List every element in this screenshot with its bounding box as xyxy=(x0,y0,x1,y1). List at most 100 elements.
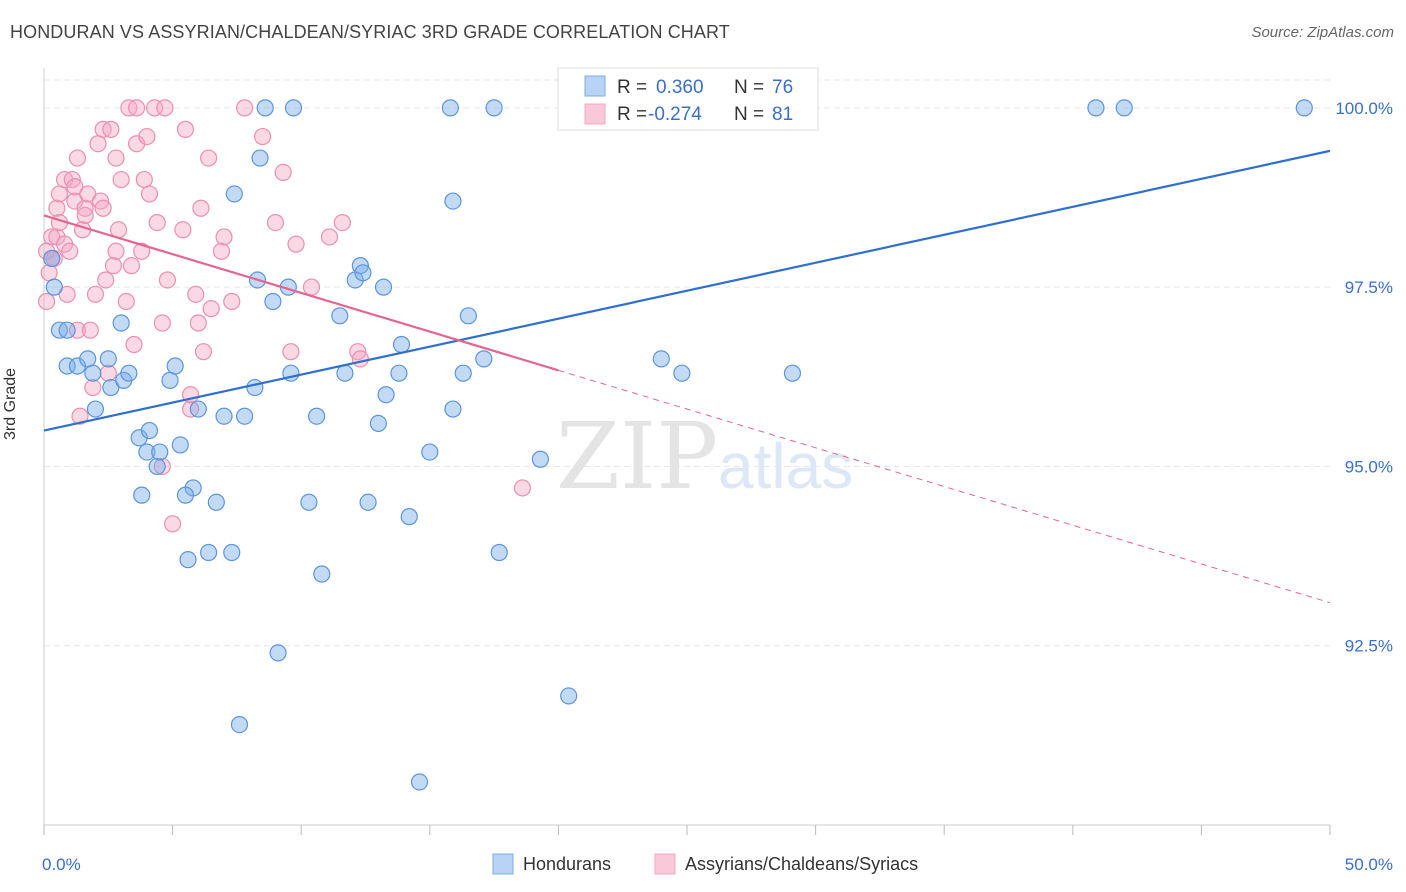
honduran-point xyxy=(58,321,76,339)
honduran-point xyxy=(256,99,274,117)
assyrian-point xyxy=(89,135,107,153)
assyrian-point xyxy=(274,163,292,181)
stats-n-label: N = xyxy=(734,77,764,98)
honduran-point xyxy=(236,407,254,425)
assyrian-point xyxy=(138,127,156,146)
series-assyrian-points xyxy=(37,99,531,533)
assyrian-point xyxy=(61,242,79,260)
honduran-point xyxy=(444,192,462,210)
grid-lines xyxy=(44,79,1330,647)
honduran-point xyxy=(138,443,156,461)
honduran-point xyxy=(225,185,243,203)
assyrian-point xyxy=(107,242,125,260)
y-tick-label: 97.5% xyxy=(1345,278,1393,297)
honduran-point xyxy=(84,364,102,382)
honduran-point xyxy=(444,400,462,418)
stats-swatch-blue xyxy=(584,75,606,97)
honduran-point xyxy=(133,486,151,504)
honduran-point xyxy=(400,508,418,526)
y-tick-label: 95.0% xyxy=(1345,457,1393,476)
honduran-point xyxy=(392,335,411,354)
assyrian-point xyxy=(48,199,66,217)
assyrian-point xyxy=(148,214,166,232)
honduran-point xyxy=(79,350,97,368)
honduran-point xyxy=(374,278,393,296)
honduran-point xyxy=(331,307,349,325)
assyrian-point xyxy=(351,350,369,368)
assyrian-point xyxy=(236,99,254,117)
series-honduran-points xyxy=(43,99,1313,791)
stats-r-label: R = xyxy=(617,104,647,125)
honduran-point xyxy=(377,386,395,404)
assyrian-point xyxy=(174,221,192,239)
honduran-point xyxy=(223,543,241,562)
honduran-point xyxy=(441,99,459,117)
assyrian-point xyxy=(223,292,241,311)
tick-labels: 92.5% 95.0% 97.5% 100.0% 0.0% 50.0% xyxy=(42,99,1393,874)
assyrian-point xyxy=(254,127,272,146)
honduran-point xyxy=(151,443,169,461)
assyrian-point xyxy=(107,149,125,167)
honduran-point xyxy=(207,493,225,511)
assyrian-point xyxy=(84,378,102,397)
assyrian-point xyxy=(66,178,84,196)
assyrian-point xyxy=(266,214,285,232)
y-tick-label: 100.0% xyxy=(1335,99,1393,118)
honduran-point xyxy=(166,357,184,375)
legend-swatch-hondurans xyxy=(492,853,514,875)
axes xyxy=(43,68,1331,835)
assyrian-point xyxy=(194,343,213,361)
assyrian-point xyxy=(215,228,233,246)
honduran-point xyxy=(390,364,408,382)
honduran-point xyxy=(673,364,691,382)
honduran-point xyxy=(354,264,372,282)
assyrian-point xyxy=(135,170,153,189)
assyrian-point xyxy=(282,343,300,361)
assyrian-point xyxy=(202,300,220,318)
assyrian-point xyxy=(99,364,117,382)
assyrian-point xyxy=(58,285,76,303)
stats-r-label: R = xyxy=(617,77,647,98)
assyrian-point xyxy=(153,457,171,476)
assyrian-point xyxy=(104,257,123,275)
assyrian-point xyxy=(164,515,182,533)
stats-n-label: N = xyxy=(734,104,764,125)
stats-legend: R = 0.360 N = 76 R = -0.274 N = 81 xyxy=(557,67,819,131)
stats-r-value: 0.360 xyxy=(656,77,704,98)
assyrian-point xyxy=(176,120,195,138)
honduran-point xyxy=(102,378,120,397)
chart-title: HONDURAN VS ASSYRIAN/CHALDEAN/SYRIAC 3RD… xyxy=(10,22,730,42)
honduran-point xyxy=(454,364,472,382)
honduran-point xyxy=(176,486,195,504)
assyrian-point xyxy=(86,285,105,303)
assyrian-trend-line-dashed xyxy=(558,369,1331,604)
honduran-point xyxy=(45,278,63,296)
assyrian-point xyxy=(76,199,94,217)
honduran-point xyxy=(369,414,387,432)
honduran-point xyxy=(783,364,802,382)
honduran-point xyxy=(531,450,549,468)
honduran-trend-line xyxy=(43,149,1331,432)
assyrian-point xyxy=(122,257,141,275)
assyrian-point xyxy=(79,185,97,203)
honduran-point xyxy=(200,543,218,562)
honduran-point xyxy=(313,565,331,583)
honduran-point xyxy=(300,493,318,511)
y-tick-label: 92.5% xyxy=(1345,637,1393,656)
honduran-point xyxy=(99,350,117,368)
honduran-point xyxy=(140,421,159,440)
assyrian-point xyxy=(189,314,207,332)
series-legend: Hondurans Assyrians/Chaldeans/Syriacs xyxy=(492,853,918,875)
honduran-point xyxy=(421,443,439,461)
honduran-point xyxy=(43,249,61,268)
trend-lines xyxy=(43,149,1331,604)
honduran-point xyxy=(112,314,130,332)
assyrian-point xyxy=(153,314,171,332)
assyrian-point xyxy=(43,228,61,246)
assyrian-point xyxy=(68,149,87,167)
assyrian-point xyxy=(320,228,339,246)
assyrian-trend-line-solid xyxy=(43,214,559,372)
stats-r-value: -0.274 xyxy=(648,104,702,125)
honduran-point xyxy=(308,407,326,425)
